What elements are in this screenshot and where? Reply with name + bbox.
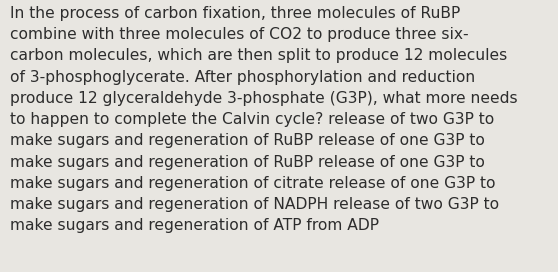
Text: In the process of carbon fixation, three molecules of RuBP
combine with three mo: In the process of carbon fixation, three… [10,6,518,233]
